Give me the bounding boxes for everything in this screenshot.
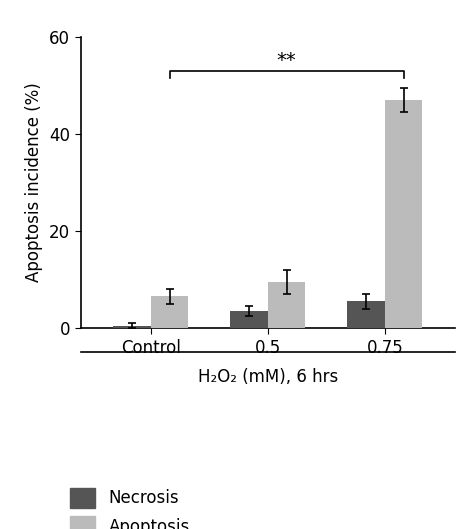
Bar [230,311,268,328]
Text: H₂O₂ (mM), 6 hrs: H₂O₂ (mM), 6 hrs [198,368,338,386]
Text: **: ** [277,50,296,69]
Bar [347,302,385,328]
Bar [385,100,422,328]
Bar [151,296,188,328]
Y-axis label: Apoptosis incidence (%): Apoptosis incidence (%) [26,83,44,282]
Bar [113,325,151,328]
Legend: Necrosis, Apoptosis: Necrosis, Apoptosis [70,488,190,529]
Bar [268,282,305,328]
